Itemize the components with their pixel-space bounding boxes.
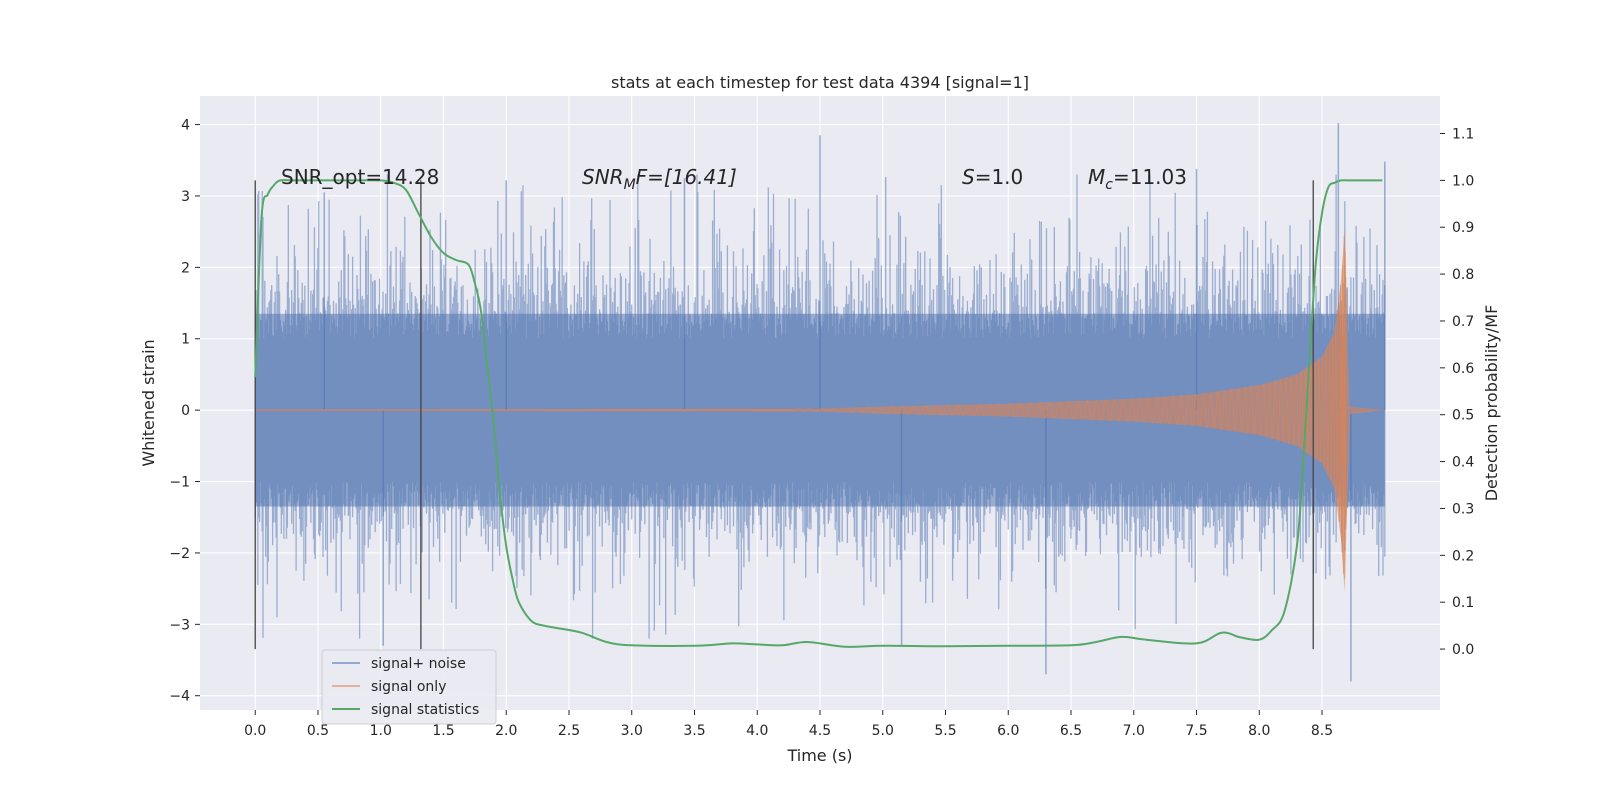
y2-tick-label: 1.0 bbox=[1452, 173, 1474, 189]
y2-axis-label: Detection probability/MF bbox=[1482, 305, 1501, 502]
series-signal-only bbox=[255, 228, 1385, 593]
series-signal-statistics bbox=[254, 179, 1383, 648]
annotation-s: S=1.0 bbox=[962, 165, 1023, 189]
y-tick-label: −3 bbox=[169, 617, 190, 633]
x-tick-label: 4.5 bbox=[809, 723, 831, 739]
x-tick-label: 5.0 bbox=[872, 723, 894, 739]
x-tick-label: 3.5 bbox=[683, 723, 705, 739]
y2-tick-label: 0.2 bbox=[1452, 548, 1474, 564]
y2-tick-label: 0.1 bbox=[1452, 595, 1474, 611]
legend-box bbox=[321, 649, 497, 725]
legend-label-signal-only: signal only bbox=[371, 679, 446, 695]
y-tick-label: 0 bbox=[181, 403, 190, 419]
annotation-mc: Mc=11.03 bbox=[1088, 165, 1187, 193]
x-tick-label: 6.5 bbox=[1060, 723, 1082, 739]
y-tick-label: 4 bbox=[181, 118, 190, 134]
annotation-snr-opt: SNR_opt=14.28 bbox=[281, 165, 439, 189]
x-tick-label: 2.5 bbox=[558, 723, 580, 739]
y2-tick-label: 0.9 bbox=[1452, 220, 1474, 236]
y-tick-label: 3 bbox=[181, 189, 190, 205]
x-tick-label: 2.0 bbox=[495, 723, 517, 739]
y-tick-label: −4 bbox=[169, 689, 190, 705]
y-tick-label: 2 bbox=[181, 260, 190, 276]
x-axis-label: Time (s) bbox=[786, 746, 852, 765]
legend-label-signal-plus-noise: signal+ noise bbox=[371, 656, 466, 672]
x-tick-label: 0.0 bbox=[244, 723, 266, 739]
x-tick-label: 5.5 bbox=[934, 723, 956, 739]
x-tick-label: 6.0 bbox=[997, 723, 1019, 739]
x-axis-ticks: 0.0 0.5 1.0 1.5 2.0 2.5 3.0 3.5 4.0 4.5 5.0 5.5 6.0 6… bbox=[244, 710, 1333, 739]
legend-label-signal-statistics: signal statistics bbox=[371, 702, 479, 718]
y-axis-label: Whitened strain bbox=[139, 339, 158, 466]
x-tick-label: 1.5 bbox=[432, 723, 454, 739]
x-tick-label: 7.5 bbox=[1185, 723, 1207, 739]
x-tick-label: 4.0 bbox=[746, 723, 768, 739]
annotation-snr-mf: SNRMF=[16.41] bbox=[582, 165, 737, 193]
signal-waveform bbox=[794, 236, 1373, 579]
y2-tick-label: 0.5 bbox=[1452, 408, 1474, 424]
y-tick-label: −1 bbox=[169, 475, 190, 491]
x-tick-label: 3.0 bbox=[621, 723, 643, 739]
chart-title: stats at each timestep for test data 439… bbox=[611, 73, 1029, 92]
y2-tick-label: 0.6 bbox=[1452, 361, 1474, 377]
legend: signal+ noise signal only signal statist… bbox=[321, 649, 497, 725]
vertical-markers bbox=[254, 180, 1314, 650]
signal-envelope bbox=[255, 228, 1385, 593]
x-tick-label: 8.0 bbox=[1248, 723, 1270, 739]
y-tick-label: 1 bbox=[181, 332, 190, 348]
x-tick-label: 0.5 bbox=[307, 723, 329, 739]
y2-tick-label: 1.1 bbox=[1452, 126, 1474, 142]
x-tick-label: 7.0 bbox=[1123, 723, 1145, 739]
y2-tick-label: 0.4 bbox=[1452, 455, 1474, 471]
statistics-line bbox=[254, 179, 1383, 648]
y2-axis-ticks: 1.1 1.0 0.9 0.8 0.7 0.6 0.5 0.4 0.3 0.2 0.1 0.0 bbox=[1440, 126, 1474, 658]
y2-tick-label: 0.3 bbox=[1452, 501, 1474, 517]
y2-tick-label: 0.7 bbox=[1452, 314, 1474, 330]
y-axis-ticks: 4 3 2 1 0 −1 −2 −3 −4 bbox=[169, 118, 200, 705]
y-tick-label: −2 bbox=[169, 546, 190, 562]
y2-tick-label: 0.0 bbox=[1452, 642, 1474, 658]
y2-tick-label: 0.8 bbox=[1452, 267, 1474, 283]
x-tick-label: 1.0 bbox=[370, 723, 392, 739]
x-tick-label: 8.5 bbox=[1311, 723, 1333, 739]
